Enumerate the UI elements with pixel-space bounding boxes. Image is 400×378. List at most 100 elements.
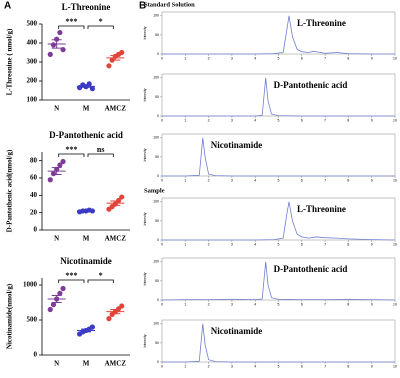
x-tick-label: 7 (324, 118, 326, 122)
chromatogram-line (162, 201, 396, 241)
data-point (119, 49, 125, 56)
x-tick-label: 3 (231, 56, 233, 60)
y-tick-label: 500 (27, 316, 38, 324)
x-tick-label: 8 (347, 56, 349, 60)
x-tick-label: 0 (161, 118, 163, 122)
x-tick-label: 2 (208, 242, 210, 246)
plot-frame (161, 319, 396, 363)
y-axis-label: Intensity (143, 334, 147, 347)
x-tick-label: 7 (324, 242, 326, 246)
x-tick-label: AMCZ (105, 105, 127, 113)
x-tick-label: 7 (324, 364, 326, 368)
y-tick-label: 0 (157, 238, 159, 242)
x-tick-label: 6 (301, 364, 303, 368)
y-axis-label: Intensity (143, 26, 147, 39)
significance-bracket (58, 153, 85, 157)
x-tick-label: AMCZ (105, 360, 127, 368)
x-tick-label: 6 (301, 242, 303, 246)
x-tick-label: 2 (208, 178, 210, 182)
y-tick-label: 20 (30, 208, 38, 216)
data-point (47, 51, 53, 58)
x-tick-label: 9 (371, 118, 373, 122)
x-tick-label: 3 (231, 302, 233, 306)
plot-frame (161, 11, 396, 55)
x-tick-label: 1 (184, 364, 186, 368)
peak-label: L-Threonine (297, 18, 346, 28)
peak-label: Nicotinamide (211, 326, 263, 336)
y-tick-label: 80 (30, 156, 38, 164)
x-tick-label: M (83, 235, 90, 243)
x-tick-label: 10 (393, 178, 397, 182)
x-tick-label: 3 (231, 242, 233, 246)
y-axis-label: D-Pantothenic acid(nmol/g) (6, 149, 14, 232)
y-tick-label: 100 (153, 76, 159, 80)
data-point (57, 29, 63, 36)
x-tick-label: 8 (347, 178, 349, 182)
y-tick-label: 500 (27, 20, 38, 28)
x-tick-label: AMCZ (105, 235, 127, 243)
x-tick-label: N (54, 105, 59, 113)
x-tick-label: 4 (254, 302, 256, 306)
data-point (119, 303, 125, 309)
y-tick-label: 0 (157, 114, 159, 118)
data-point (50, 42, 57, 48)
x-tick-label: 10 (393, 302, 397, 306)
x-tick-label: 9 (371, 56, 373, 60)
x-tick-label: N (54, 360, 59, 368)
significance-bracket (58, 25, 85, 29)
plot-frame (161, 197, 396, 241)
significance-label: *** (65, 271, 77, 280)
section-title: Sample (144, 187, 165, 194)
x-tick-label: 2 (208, 56, 210, 60)
data-point (60, 158, 66, 165)
x-tick-label: 9 (371, 178, 373, 182)
x-tick-label: 4 (254, 56, 256, 60)
significance-label: * (99, 17, 103, 26)
data-point (89, 86, 95, 92)
x-tick-label: 6 (301, 118, 303, 122)
x-tick-label: 3 (231, 118, 233, 122)
data-point (89, 324, 95, 330)
data-point (47, 177, 53, 183)
x-tick-label: 0 (161, 242, 163, 246)
x-tick-label: 4 (254, 178, 256, 182)
data-point (57, 162, 63, 168)
data-point (106, 316, 112, 322)
x-tick-label: 8 (347, 364, 349, 368)
significance-label: *** (65, 145, 77, 154)
y-tick-label: 300 (27, 58, 38, 66)
significance-label: ns (97, 145, 105, 154)
y-axis-label: Intensity (143, 212, 147, 225)
peak-label: Nicotinamide (211, 140, 263, 150)
x-tick-label: 0 (161, 302, 163, 306)
x-tick-label: 6 (301, 56, 303, 60)
y-tick-label: 50 (155, 279, 159, 283)
chromatogram-line (162, 77, 395, 117)
x-tick-label: 7 (324, 178, 326, 182)
x-tick-label: 6 (301, 178, 303, 182)
x-tick-label: 0 (161, 56, 163, 60)
x-tick-label: N (54, 235, 59, 243)
y-tick-label: 50 (155, 95, 159, 99)
x-tick-label: 10 (393, 118, 397, 122)
significance-label: *** (65, 17, 77, 26)
x-tick-label: 1 (184, 178, 186, 182)
x-tick-label: M (83, 105, 90, 113)
chart-title: D-Pantothenic acid (49, 130, 123, 140)
x-tick-label: 1 (184, 242, 186, 246)
y-axis-label: L-Threonine ( nmol/g) (6, 28, 14, 95)
y-axis-label: Intensity (143, 88, 147, 101)
y-axis-label: Intensity (143, 148, 147, 161)
significance-bracket (58, 279, 85, 283)
y-tick-label: 0 (34, 351, 38, 359)
peak-label: D-Pantothenic acid (274, 80, 348, 90)
x-tick-label: 8 (347, 118, 349, 122)
data-point (57, 290, 63, 296)
data-point (60, 285, 66, 292)
y-tick-label: 50 (155, 219, 159, 223)
x-tick-label: 10 (393, 364, 397, 368)
y-tick-label: 50 (155, 33, 159, 37)
x-tick-label: 10 (393, 242, 397, 246)
x-tick-label: 5 (278, 178, 280, 182)
